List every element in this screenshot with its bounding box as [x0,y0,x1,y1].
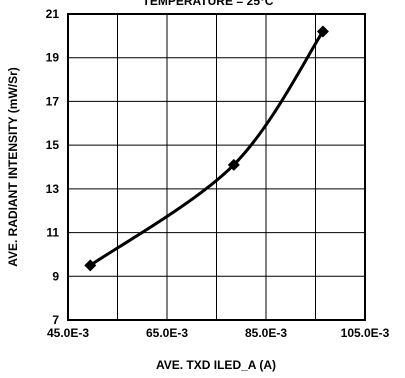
data-point-marker [316,25,329,38]
data-point-marker [227,158,240,171]
plot-area-frame [67,13,366,321]
series-line [89,30,325,267]
y-tick-label: 19 [46,51,60,65]
y-tick-label: 21 [46,7,60,21]
series-layer [84,25,329,272]
y-tick-label: 15 [46,138,60,152]
grid [68,14,365,320]
y-tick-labels: 7 9 11 13 15 17 19 21 [46,7,60,327]
y-axis-label: AVE. RADIANT INTENSITY (mW/Sr) [6,67,20,267]
x-tick-label: 45.0E-3 [47,326,89,340]
y-tick-label: 13 [46,182,60,196]
x-tick-label: 85.0E-3 [245,326,287,340]
x-tick-labels: 45.0E-3 65.0E-3 85.0E-3 105.0E-3 [47,326,390,340]
chart-title: TEMPERATURE = 25°C [143,0,274,8]
data-point-marker [84,259,97,272]
y-tick-label: 17 [46,94,60,108]
y-tick-label: 11 [46,226,59,240]
y-tick-label: 9 [52,269,59,283]
x-tick-label: 105.0E-3 [341,326,390,340]
x-axis-label: AVE. TXD ILED_A (A) [156,358,276,372]
x-tick-label: 65.0E-3 [146,326,188,340]
y-tick-label: 7 [52,313,59,327]
